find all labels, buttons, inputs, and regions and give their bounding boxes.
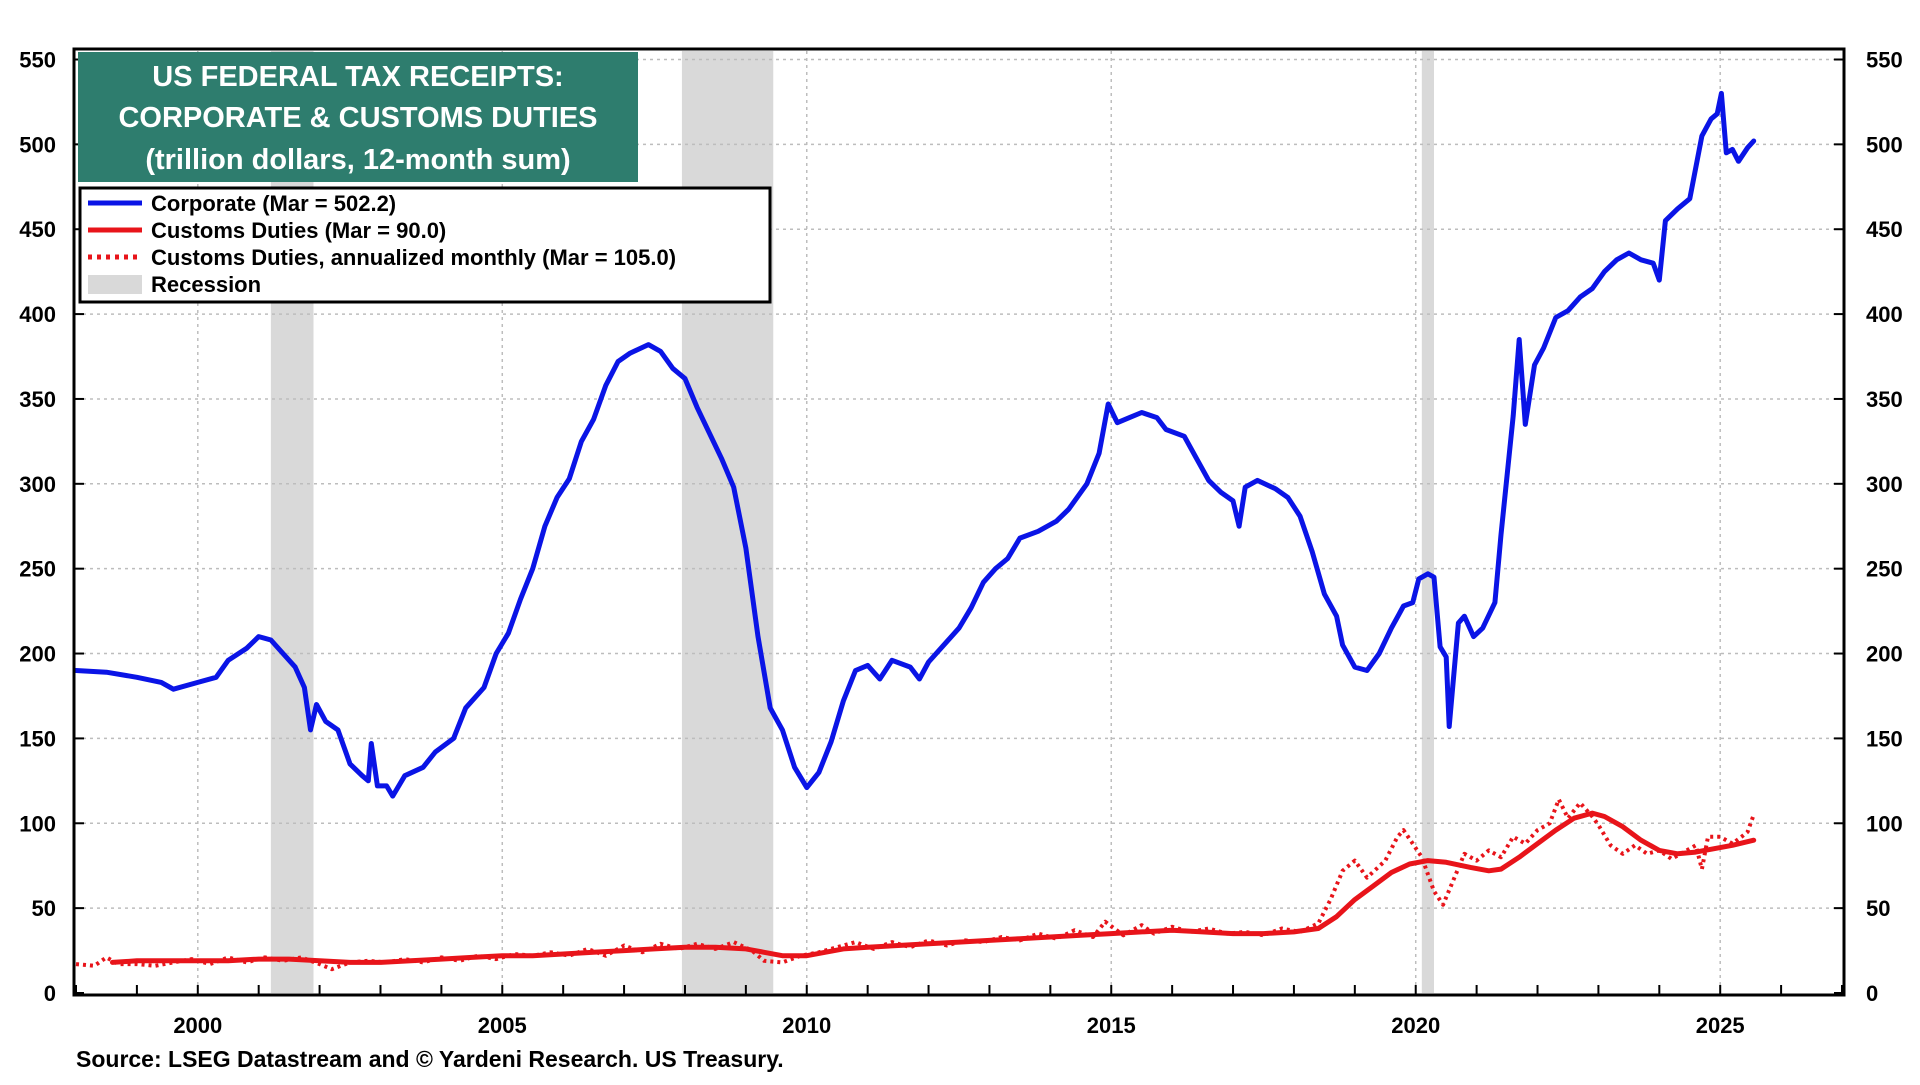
y-tick-label-right: 450 xyxy=(1866,217,1903,242)
y-tick-label-left: 250 xyxy=(19,557,56,582)
title-background xyxy=(78,52,638,182)
y-tick-label-right: 0 xyxy=(1866,981,1878,1006)
y-tick-label-left: 300 xyxy=(19,472,56,497)
y-tick-label-left: 0 xyxy=(44,981,56,1006)
y-tick-label-right: 150 xyxy=(1866,726,1903,751)
source-note: Source: LSEG Datastream and © Yardeni Re… xyxy=(76,1046,784,1072)
legend-label-recession: Recession xyxy=(151,272,261,297)
x-tick-label: 2020 xyxy=(1391,1013,1440,1038)
customs-line xyxy=(110,810,1757,965)
y-tick-label-left: 550 xyxy=(19,47,56,72)
chart-subtitle: CORPORATE & CUSTOMS DUTIES xyxy=(118,102,597,134)
y-tick-label-left: 50 xyxy=(32,896,56,921)
y-tick-label-right: 250 xyxy=(1866,557,1903,582)
y-tick-label-left: 350 xyxy=(19,387,56,412)
plot-frame xyxy=(72,47,1846,997)
legend-box xyxy=(78,186,772,304)
x-tick-label: 2025 xyxy=(1696,1013,1745,1038)
y-tick-label-right: 100 xyxy=(1866,811,1903,836)
x-tick-label: 2005 xyxy=(478,1013,527,1038)
legend-swatch-recession xyxy=(88,275,142,294)
y-tick-label-right: 50 xyxy=(1866,896,1890,921)
y-tick-label-right: 550 xyxy=(1866,47,1903,72)
y-tick-label-right: 200 xyxy=(1866,642,1903,667)
legend: Corporate (Mar = 502.2) Customs Duties (… xyxy=(78,186,772,304)
recession-band-2 xyxy=(1421,51,1434,993)
chart-title: US FEDERAL TAX RECEIPTS: xyxy=(152,61,563,93)
x-axis: 2000 2005 2010 2015 2020 2025 xyxy=(75,985,1843,1038)
corporate-line xyxy=(73,90,1757,799)
legend-label-customs: Customs Duties (Mar = 90.0) xyxy=(151,218,446,243)
legend-label-corporate: Corporate (Mar = 502.2) xyxy=(151,191,396,216)
y-tick-label-left: 100 xyxy=(19,811,56,836)
y-tick-label-right: 400 xyxy=(1866,302,1903,327)
y-tick-label-right: 500 xyxy=(1866,132,1903,157)
y-tick-label-left: 400 xyxy=(19,302,56,327)
x-tick-label: 2015 xyxy=(1087,1013,1136,1038)
series-lines xyxy=(73,90,1757,972)
x-tick-label: 2010 xyxy=(782,1013,831,1038)
y-tick-label-left: 500 xyxy=(19,132,56,157)
y-tick-label-right: 350 xyxy=(1866,387,1903,412)
y-tick-label-right: 300 xyxy=(1866,472,1903,497)
title-box: US FEDERAL TAX RECEIPTS: CORPORATE & CUS… xyxy=(78,52,638,182)
y-axis-left: 0 50 100 150 200 250 300 350 400 450 500 550 xyxy=(19,47,84,1006)
y-tick-label-left: 200 xyxy=(19,642,56,667)
gridlines xyxy=(76,51,1842,993)
y-axis-right: 0 50 100 150 200 250 300 350 400 450 500 550 xyxy=(1834,47,1903,1006)
x-tick-label: 2000 xyxy=(173,1013,222,1038)
y-tick-label-left: 150 xyxy=(19,726,56,751)
chart-subtitle-units: (trillion dollars, 12-month sum) xyxy=(145,144,570,176)
y-tick-label-left: 450 xyxy=(19,217,56,242)
legend-label-customs-monthly: Customs Duties, annualized monthly (Mar … xyxy=(151,245,676,270)
